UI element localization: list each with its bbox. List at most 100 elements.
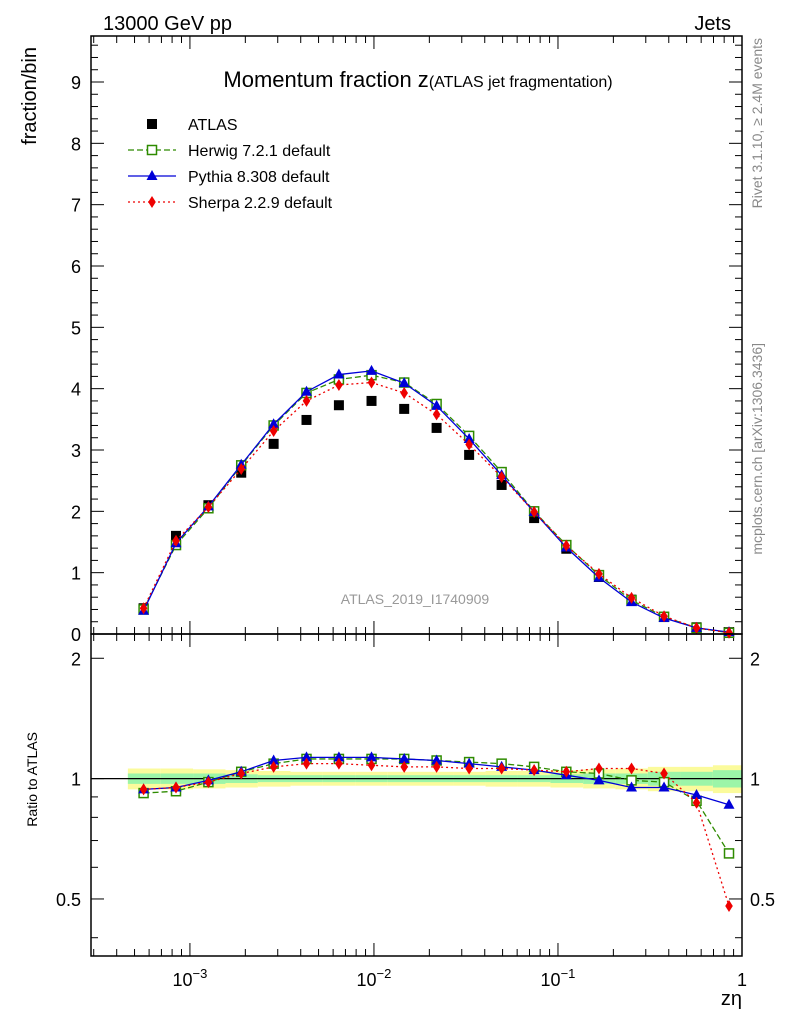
x-axis-label: zη: [721, 988, 742, 1010]
data-point: [333, 368, 345, 379]
data-point: [398, 377, 410, 388]
data-point: [595, 567, 603, 580]
uncertainty-band: [91, 765, 742, 794]
data-point: [463, 432, 475, 443]
data-point: [301, 385, 313, 396]
ratio-point: [465, 762, 473, 775]
data-point: [431, 422, 442, 433]
rivet-info: Rivet 3.1.10, ≥ 2.4M events: [749, 38, 765, 208]
data-point: [172, 534, 180, 547]
data-point: [400, 386, 408, 399]
ratio-tick-label-left: 1: [71, 770, 81, 790]
source-info: mcplots.cern.ch [arXiv:1306.3436]: [749, 343, 765, 555]
ratio-point: [723, 848, 735, 859]
legend-label: Pythia 8.308 default: [188, 169, 330, 186]
y-tick-label: 4: [71, 380, 81, 400]
ratio-point: [725, 900, 733, 913]
y-tick-label: 3: [71, 441, 81, 461]
data-point: [268, 418, 280, 429]
ratio-point: [723, 798, 735, 809]
ratio-point: [400, 760, 408, 773]
data-point: [204, 501, 213, 514]
x-tick-label: 1: [737, 970, 747, 990]
ratio-point: [204, 776, 213, 789]
y-tick-label: 2: [71, 502, 81, 522]
data-point: [302, 394, 311, 407]
data-point: [367, 376, 376, 389]
ratio-plot-frame: [90, 633, 743, 957]
legend-marker: [147, 119, 157, 129]
jets-label: Jets: [694, 13, 731, 35]
data-point: [725, 626, 733, 639]
data-point: [497, 470, 506, 483]
ratio-tick-label-right: 1: [750, 770, 760, 790]
x-tick-label: 10−3: [173, 966, 208, 990]
data-point: [627, 591, 636, 604]
legend-marker: [146, 170, 158, 180]
ratio-point: [691, 788, 703, 799]
ratio-tick-label-left: 2: [71, 649, 81, 669]
data-point: [496, 479, 507, 490]
ratio-point: [366, 751, 378, 762]
ratio-tick-label-left: 0.5: [56, 890, 81, 910]
ratio-point: [172, 781, 180, 794]
data-point: [335, 378, 343, 391]
ratio-point: [302, 757, 311, 770]
data-point: [530, 505, 538, 518]
legend-marker: [146, 144, 158, 156]
x-tick-label: 10−2: [357, 966, 392, 990]
data-point: [366, 395, 377, 406]
ratio-point: [431, 754, 443, 765]
y-tick-label: 6: [71, 257, 81, 277]
legend-item: Sherpa 2.2.9 default: [128, 195, 333, 212]
ratio-point: [367, 759, 376, 772]
data-point: [692, 621, 701, 634]
ratio-point: [139, 783, 148, 796]
data-point: [301, 414, 312, 425]
series-layer: [138, 364, 735, 913]
data-point: [660, 610, 668, 623]
y-axis-label: fraction/bin: [19, 47, 41, 145]
ratio-point: [530, 764, 538, 777]
y-tick-label: 7: [71, 196, 81, 216]
ratio-axis-label: Ratio to ATLAS: [24, 732, 40, 827]
legend-label: ATLAS: [188, 117, 238, 134]
legend-item: ATLAS: [147, 117, 238, 134]
y-tick-label: 1: [71, 564, 81, 584]
data-point: [432, 408, 441, 421]
data-point: [268, 438, 279, 449]
data-point: [562, 539, 571, 552]
axis-ticks: [91, 36, 743, 956]
legend-label: Herwig 7.2.1 default: [188, 143, 331, 160]
ratio-point: [595, 762, 603, 775]
ratio-point: [237, 767, 246, 780]
ratio-point: [660, 767, 668, 780]
ratio-point: [593, 774, 605, 785]
ratio-point: [626, 781, 638, 792]
legend: ATLAS Herwig 7.2.1 default Pythia 8.308 de…: [128, 117, 333, 212]
analysis-watermark: ATLAS_2019_I1740909: [341, 591, 490, 607]
ratio-point: [333, 751, 345, 762]
data-point: [431, 399, 443, 410]
ratio-point: [562, 765, 571, 778]
ratio-tick-label-right: 2: [750, 649, 760, 669]
data-point: [269, 424, 278, 437]
energy-label: 13000 GeV pp: [103, 13, 232, 35]
ratio-point: [269, 760, 278, 773]
y-tick-label: 9: [71, 73, 81, 93]
ratio-point: [497, 762, 506, 775]
ratio-tick-label-right: 0.5: [750, 890, 775, 910]
ratio-point: [301, 751, 313, 762]
data-point: [237, 463, 246, 476]
data-point: [399, 403, 410, 414]
data-point: [366, 364, 378, 375]
ratio-point: [627, 762, 636, 775]
data-point: [333, 400, 344, 411]
ratio-point: [432, 760, 441, 773]
data-point: [139, 602, 148, 615]
tick-labels: 10−3 10−2 10−1 1 0 1 2 3 4 5 6 7 8 9 0.5 0.5 1 1 2 2: [56, 73, 775, 990]
data-point: [464, 449, 475, 460]
ratio-point: [658, 781, 670, 792]
series-sherpa: [139, 376, 733, 913]
